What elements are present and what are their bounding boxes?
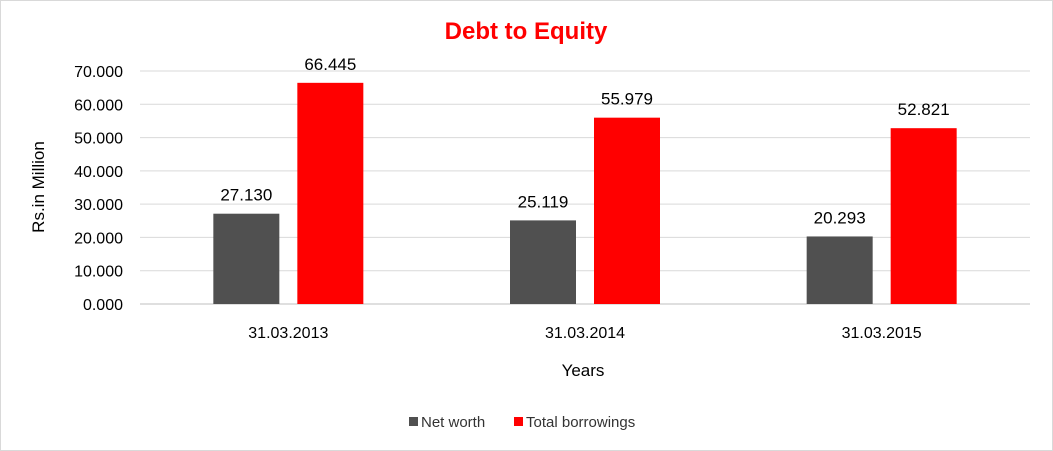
data-label: 20.293 bbox=[814, 208, 866, 227]
legend: Net worth Total borrowings bbox=[409, 414, 635, 431]
legend-swatch-net-worth bbox=[409, 417, 418, 426]
x-axis-title: Years bbox=[562, 361, 605, 380]
y-tick-label: 10.000 bbox=[74, 264, 123, 281]
legend-label-net-worth: Net worth bbox=[421, 414, 485, 431]
x-tick-label: 31.03.2014 bbox=[545, 325, 625, 342]
y-tick-label: 50.000 bbox=[74, 131, 123, 148]
bars bbox=[213, 82, 957, 305]
y-tick-label: 30.000 bbox=[74, 197, 123, 214]
data-labels: 27.130 66.445 25.119 55.979 20.293 52.821 bbox=[220, 55, 949, 228]
legend-label-total-borrowings: Total borrowings bbox=[526, 414, 635, 431]
y-tick-label: 0.000 bbox=[83, 297, 123, 314]
y-tick-label: 70.000 bbox=[74, 64, 123, 81]
chart-title: Debt to Equity bbox=[445, 18, 608, 45]
x-axis-ticks: 31.03.2013 31.03.2014 31.03.2015 bbox=[248, 325, 922, 342]
y-axis-ticks: 0.000 10.000 20.000 30.000 40.000 50.000 60.00… bbox=[74, 64, 123, 314]
x-tick-label: 31.03.2015 bbox=[842, 325, 922, 342]
y-tick-label: 20.000 bbox=[74, 230, 123, 247]
x-tick-label: 31.03.2013 bbox=[248, 325, 328, 342]
data-label: 66.445 bbox=[304, 55, 356, 74]
data-label: 52.821 bbox=[898, 100, 950, 119]
bar-total-borrowings bbox=[890, 128, 957, 304]
data-label: 55.979 bbox=[601, 90, 653, 109]
data-label: 25.119 bbox=[518, 192, 569, 211]
y-tick-label: 60.000 bbox=[74, 97, 123, 114]
data-label: 27.130 bbox=[220, 186, 272, 205]
y-axis-title: Rs.in Million bbox=[29, 141, 48, 233]
y-tick-label: 40.000 bbox=[74, 164, 123, 181]
gridlines bbox=[140, 70, 1030, 305]
bar-net-worth bbox=[510, 220, 576, 304]
bar-total-borrowings bbox=[297, 82, 364, 304]
bar-total-borrowings bbox=[594, 117, 660, 305]
legend-swatch-total-borrowings bbox=[514, 417, 523, 426]
bar-net-worth bbox=[806, 236, 873, 304]
bar-net-worth bbox=[213, 213, 280, 304]
